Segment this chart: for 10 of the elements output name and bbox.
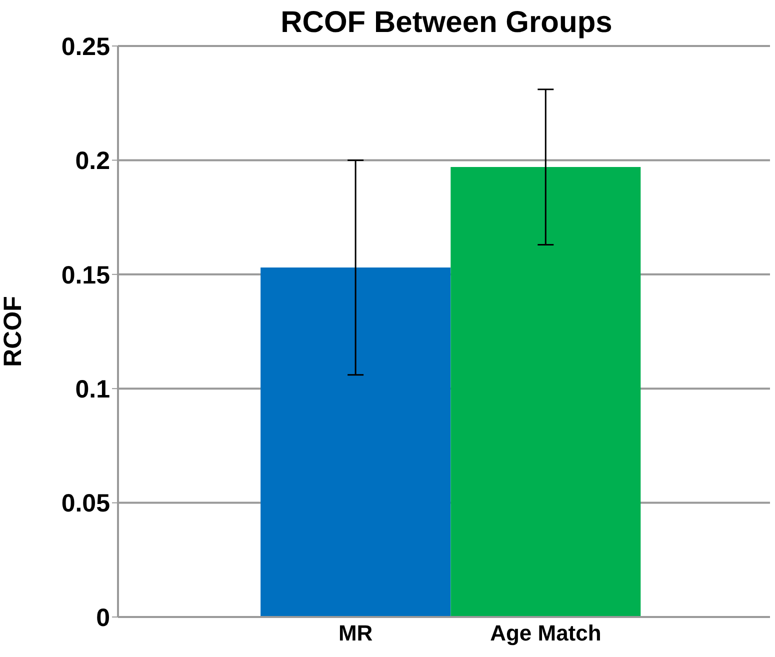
y-tick-label: 0.2 bbox=[75, 147, 110, 176]
y-axis-title: RCOF bbox=[0, 296, 27, 367]
y-tick-label: 0.15 bbox=[61, 261, 110, 290]
y-tick-label: 0.25 bbox=[61, 32, 110, 61]
chart-title: RCOF Between Groups bbox=[280, 5, 614, 41]
x-tick-label: MR bbox=[338, 620, 373, 646]
y-tick-label: 0 bbox=[96, 604, 110, 632]
y-tick-label: 0.1 bbox=[75, 375, 110, 404]
y-tick-label: 0.05 bbox=[61, 490, 110, 518]
x-tick-label: Age Match bbox=[490, 620, 602, 646]
